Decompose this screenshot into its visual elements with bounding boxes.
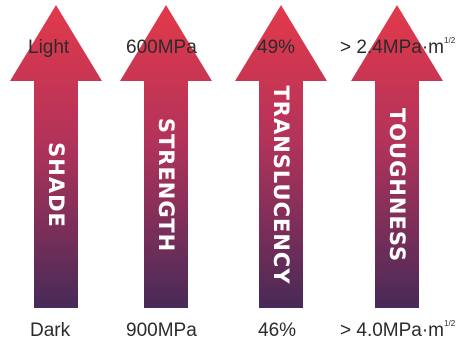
arrow-toughness-label: TOUGHNESS xyxy=(385,108,409,262)
toughness-top-value: > 2.4MPa·m1/2 xyxy=(340,36,456,58)
arrow-strength: STRENGTH xyxy=(120,5,212,308)
shade-bottom-value: Dark xyxy=(30,320,71,341)
strength-bottom-value: 900MPa xyxy=(126,320,197,341)
toughness-bottom-value-sup: 1/2 xyxy=(444,319,456,328)
arrow-strength-shape xyxy=(120,5,212,308)
toughness-top-value-main: > 2.4MPa·m xyxy=(340,37,445,58)
arrow-shade-label: SHADE xyxy=(44,142,68,228)
toughness-bottom-value: > 4.0MPa·m1/2 xyxy=(340,319,456,341)
toughness-top-value-sup: 1/2 xyxy=(444,36,456,45)
arrow-translucency-shape xyxy=(235,5,327,308)
shade-top-value: Light xyxy=(28,37,70,58)
arrow-toughness: TOUGHNESS xyxy=(351,5,443,308)
arrow-shade: SHADE xyxy=(10,5,102,308)
arrow-toughness-shape xyxy=(351,5,443,308)
arrow-translucency-label: TRANSLUCENCY xyxy=(269,85,293,284)
arrow-shade-shape xyxy=(10,5,102,308)
translucency-bottom-value: 46% xyxy=(258,320,297,341)
arrow-translucency: TRANSLUCENCY xyxy=(235,5,327,308)
strength-top-value: 600MPa xyxy=(126,37,197,58)
arrow-strength-label: STRENGTH xyxy=(154,118,178,252)
toughness-bottom-value-main: > 4.0MPa·m xyxy=(340,320,445,341)
translucency-top-value: 49% xyxy=(257,37,296,58)
